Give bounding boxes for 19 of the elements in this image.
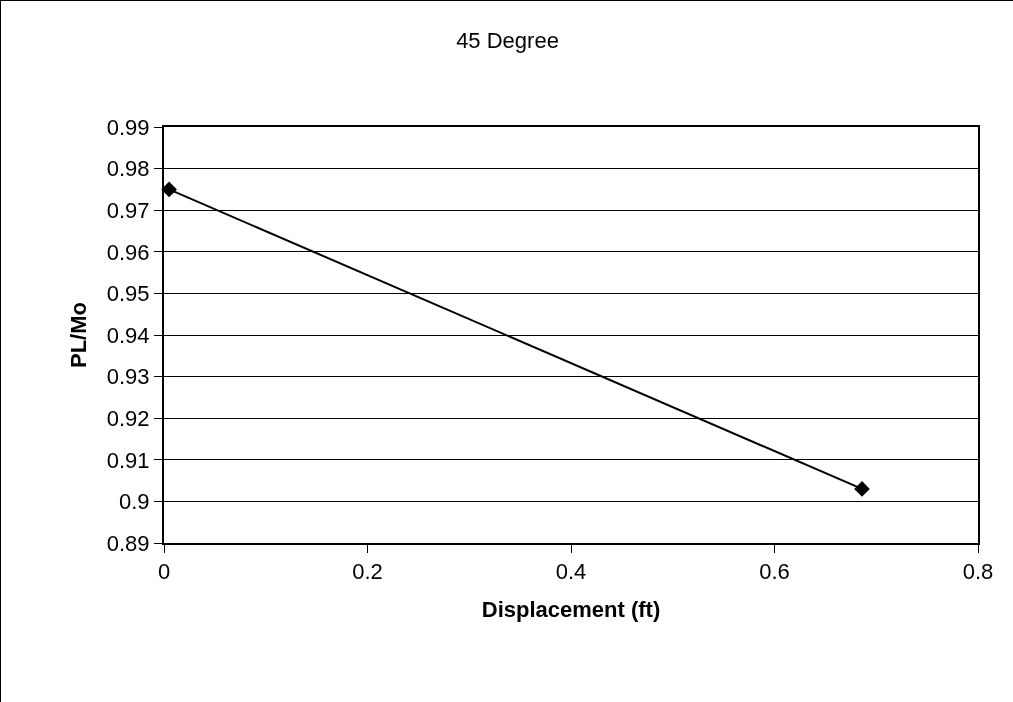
y-tick-label: 0.91 (106, 447, 150, 473)
y-tick-label: 0.94 (106, 322, 150, 348)
y-tick-label: 0.99 (106, 114, 150, 140)
y-axis-title: PL/Mo (66, 302, 92, 368)
y-tick-label: 0.97 (106, 197, 150, 223)
x-tick-label: 0.8 (962, 559, 994, 585)
x-axis-title: Displacement (ft) (481, 596, 661, 622)
y-tick-label: 0.95 (106, 281, 150, 307)
y-tick-label: 0.9 (119, 489, 150, 515)
x-tick-label: 0.2 (352, 559, 383, 585)
y-tick-label: 0.92 (106, 405, 150, 431)
y-tick-label: 0.98 (106, 156, 150, 182)
y-tick-label: 0.96 (106, 239, 150, 265)
x-tick-label: 0 (157, 559, 171, 585)
y-tick-label: 0.89 (106, 530, 150, 556)
x-tick-label: 0.6 (759, 559, 790, 585)
y-tick-label: 0.93 (106, 364, 150, 390)
x-tick-label: 0.4 (555, 559, 587, 585)
chart-title: 45 Degree (456, 27, 559, 53)
